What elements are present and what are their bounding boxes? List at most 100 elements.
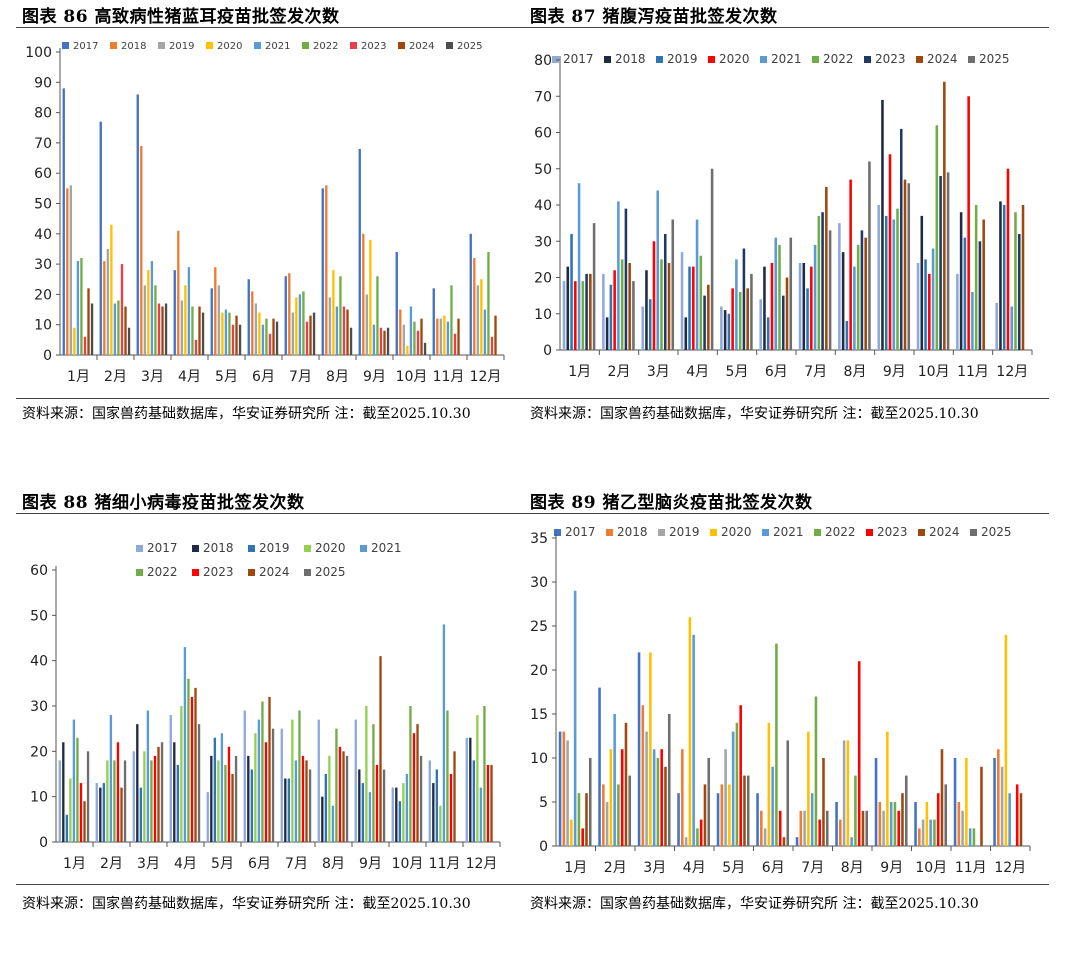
bar-chart-86: 2017 2018 2019 2020 2021 2022 2023 2024 2025 0 10 2…	[25, 41, 505, 385]
bar-2023-3	[157, 303, 161, 355]
bar-2021-8	[331, 805, 335, 842]
bar-2020-3	[143, 751, 146, 842]
bar-2017-6	[756, 793, 759, 846]
bar-2022-10	[409, 706, 412, 842]
x-tick-label: 4月	[683, 860, 706, 876]
bar-2018-11	[957, 802, 961, 846]
bar-2025-5	[234, 755, 238, 842]
y-tick-label: 50	[34, 197, 52, 213]
bar-2025-8	[345, 755, 349, 842]
bar-2017-2	[602, 273, 605, 351]
bar-2022-5	[738, 292, 742, 350]
bar-2023-12	[1017, 234, 1021, 350]
bar-2025-4	[707, 758, 711, 846]
bar-2024-10	[416, 724, 419, 842]
bar-2023-2	[120, 264, 124, 355]
bar-2018-3	[136, 724, 139, 842]
bar-2017-2	[95, 783, 98, 842]
bar-2021-9	[372, 324, 376, 355]
bar-2024-9	[901, 793, 904, 846]
bar-2022-2	[117, 300, 120, 355]
bar-2025-7	[312, 312, 316, 355]
bar-2024-6	[268, 696, 271, 842]
bar-2021-9	[889, 802, 893, 846]
y-tick-label: 0	[43, 348, 52, 364]
bar-2021-1	[72, 719, 76, 842]
bar-2021-7	[294, 760, 298, 842]
bar-2018-2	[103, 261, 106, 355]
bar-2019-6	[763, 828, 767, 846]
bar-2017-8	[317, 719, 320, 842]
legend-label: 2023	[361, 41, 386, 52]
bar-2020-7	[295, 297, 298, 355]
bar-2025-5	[746, 775, 750, 846]
legend-label: 2019	[667, 52, 698, 66]
x-tick-label: 3月	[643, 860, 666, 876]
legend-swatch	[970, 529, 977, 536]
bar-2025-8	[349, 327, 353, 355]
bar-2020-12	[1006, 168, 1010, 350]
x-tick-label: 8月	[844, 364, 867, 380]
x-tick-label: 9月	[880, 860, 903, 876]
bar-2023-11	[449, 774, 453, 842]
legend-label: 2022	[147, 565, 178, 579]
bar-2021-8	[853, 266, 856, 351]
x-tick-label: 7月	[289, 369, 312, 385]
bar-2025-2	[632, 281, 635, 351]
bar-2018-9	[878, 802, 882, 846]
bar-2020-2	[613, 270, 616, 350]
x-tick-label: 12月	[994, 860, 1026, 876]
bar-2017-7	[795, 837, 799, 846]
bar-2017-3	[132, 751, 135, 842]
bar-2020-2	[110, 224, 113, 355]
legend-swatch	[62, 42, 69, 49]
x-tick-label: 1月	[63, 856, 86, 872]
bar-2018-1	[66, 188, 69, 355]
bar-2025-6	[786, 740, 790, 846]
y-tick-label: 30	[34, 257, 52, 273]
bar-2023-1	[581, 828, 584, 846]
x-tick-label: 5月	[211, 856, 234, 872]
bar-2022-3	[656, 758, 660, 846]
bar-2022-3	[660, 259, 663, 351]
bar-2018-4	[684, 317, 688, 351]
bar-2020-11	[965, 758, 968, 846]
bar-2025-4	[197, 724, 201, 842]
bar-2018-2	[602, 784, 605, 846]
x-tick-label: 12月	[466, 856, 498, 872]
y-tick-label: 30	[30, 699, 48, 715]
bar-2017-5	[720, 306, 723, 350]
bar-2018-12	[997, 749, 1000, 846]
bar-2024-3	[157, 746, 160, 842]
bar-2021-12	[1010, 306, 1014, 350]
bar-2020-5	[728, 784, 731, 846]
bar-2019-1	[69, 185, 72, 355]
bar-2018-8	[321, 796, 324, 842]
bar-2024-12	[490, 764, 493, 842]
bar-2019-3	[648, 299, 652, 350]
x-tick-label: 4月	[178, 369, 201, 385]
bar-2023-4	[703, 295, 706, 351]
bar-2019-7	[806, 288, 809, 351]
bar-2022-1	[581, 281, 585, 351]
bar-2024-2	[120, 787, 123, 842]
bar-2017-3	[637, 652, 641, 846]
bar-2020-3	[652, 241, 656, 350]
bar-2020-10	[925, 802, 929, 846]
bar-2022-2	[617, 784, 620, 846]
bar-2023-9	[897, 810, 900, 846]
bar-2022-1	[76, 737, 79, 842]
bar-2023-2	[624, 208, 628, 351]
legend-swatch	[812, 56, 819, 63]
x-tick-label: 4月	[174, 856, 197, 872]
bar-2018-4	[177, 230, 180, 355]
bar-2021-2	[617, 201, 620, 351]
bar-2022-5	[735, 722, 739, 846]
legend-swatch	[760, 56, 767, 63]
legend-swatch	[554, 529, 561, 536]
bar-2024-2	[124, 306, 127, 355]
bar-2018-5	[210, 755, 213, 842]
bar-chart-88: 2017 2018 2019 2020 2021 2022 2023 2024 2025 0 10 2…	[30, 541, 501, 872]
bar-2025-6	[275, 321, 279, 355]
bar-2022-8	[856, 244, 860, 351]
